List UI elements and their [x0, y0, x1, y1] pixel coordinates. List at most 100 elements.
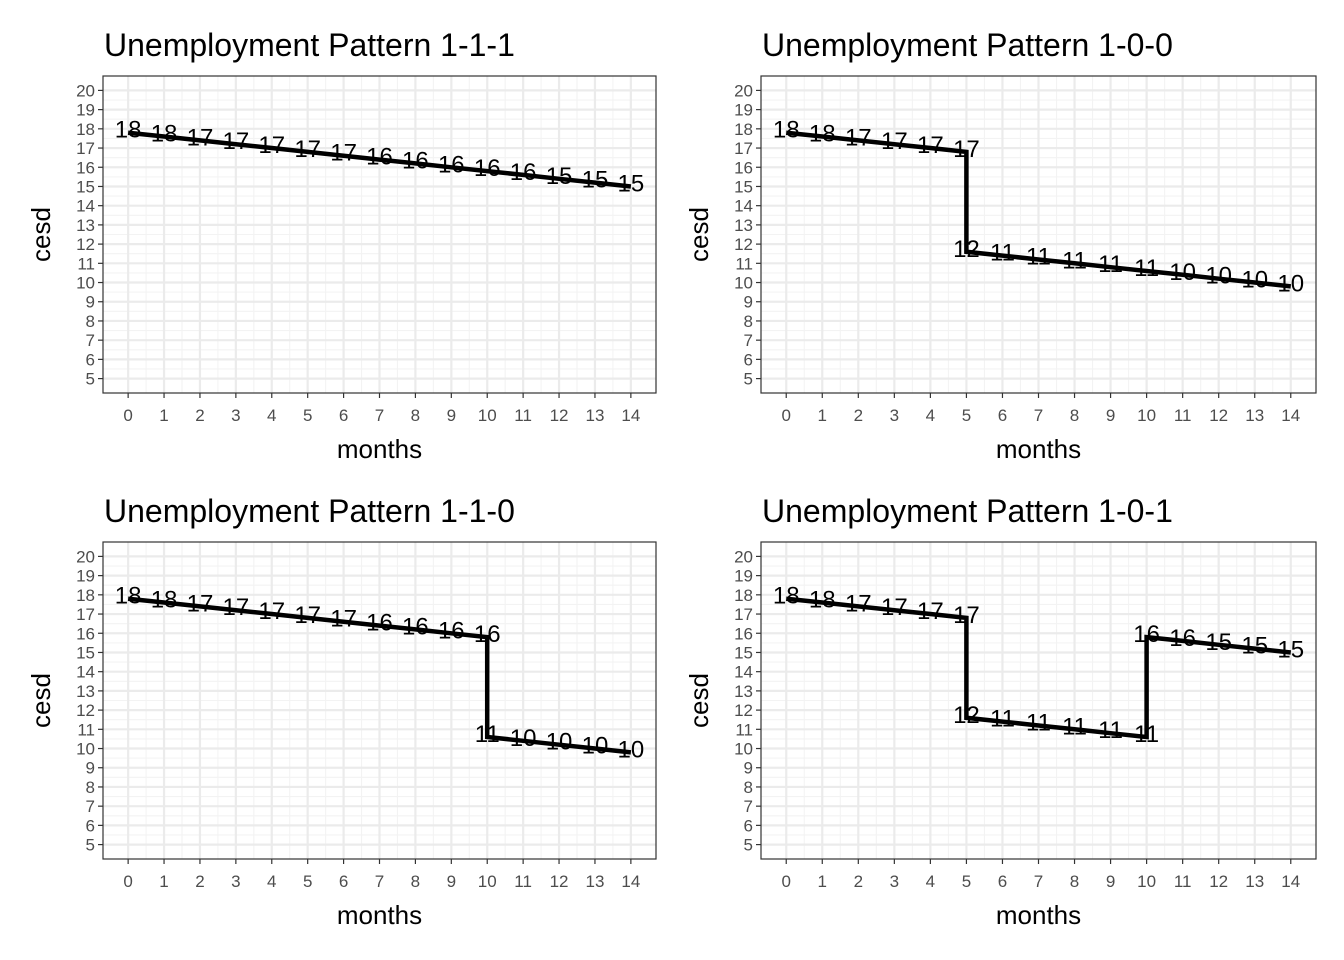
data-label: 17: [845, 590, 872, 617]
data-label: 11: [1026, 709, 1051, 736]
series-line: [127, 596, 632, 755]
y-tick-label: 12: [76, 235, 95, 254]
x-tick-label: 11: [514, 406, 532, 425]
y-tick-label: 15: [734, 643, 753, 662]
y-tick-label: 10: [734, 740, 753, 759]
y-tick-label: 19: [734, 101, 753, 120]
y-tick-label: 18: [76, 120, 95, 139]
x-tick-label: 7: [375, 406, 384, 425]
y-tick-label: 18: [76, 586, 95, 605]
data-label: 16: [366, 610, 393, 637]
x-tick-label: 8: [411, 406, 420, 425]
y-axis-title: cesd: [26, 207, 56, 262]
y-tick-label: 8: [744, 312, 753, 331]
x-tick-label: 5: [962, 406, 971, 425]
y-tick-label: 14: [734, 197, 753, 216]
y-tick-label: 18: [734, 586, 753, 605]
y-tick-label: 15: [76, 177, 95, 196]
grid: [761, 542, 1316, 859]
y-tick-label: 6: [744, 350, 753, 369]
x-tick-label: 12: [550, 872, 569, 891]
y-tick-label: 11: [77, 254, 95, 273]
y-tick-label: 17: [734, 605, 753, 624]
data-label: 16: [474, 621, 501, 648]
y-tick-label: 7: [744, 797, 753, 816]
data-label: 11: [990, 706, 1015, 733]
y-tick-label: 18: [734, 120, 753, 139]
data-label: 18: [809, 121, 836, 148]
series-line: [785, 130, 1292, 289]
grid: [761, 76, 1316, 393]
x-tick-label: 6: [998, 406, 1007, 425]
y-tick-label: 14: [76, 663, 95, 682]
x-tick-label: 14: [1281, 872, 1300, 891]
data-label: 10: [1241, 267, 1268, 294]
x-tick-label: 12: [1209, 406, 1228, 425]
panel-title: Unemployment Pattern 1-0-1: [762, 493, 1173, 529]
x-tick-label: 13: [585, 872, 604, 891]
x-tick-label: 6: [339, 406, 348, 425]
x-tick-label: 5: [303, 406, 312, 425]
data-label: 11: [1062, 247, 1087, 274]
y-tick-label: 8: [86, 312, 95, 331]
x-tick-label: 0: [123, 406, 132, 425]
x-tick-label: 9: [447, 872, 456, 891]
y-tick-label: 19: [734, 567, 753, 586]
x-tick-label: 9: [1106, 872, 1115, 891]
point-labels: 18 18 17 17 17 17 17 16 16 16 16 16 15 15 15: [115, 117, 644, 198]
data-label: 17: [330, 140, 357, 167]
x-axis-title: months: [996, 434, 1081, 464]
y-tick-label: 10: [734, 274, 753, 293]
x-tick-label: 10: [478, 872, 497, 891]
data-label: 16: [366, 144, 393, 171]
panel-pattern-1-0-0: Unemployment Pattern 1-0-0 months cesd 0…: [684, 27, 1317, 464]
x-tick-label: 11: [514, 872, 532, 891]
x-tick-label: 5: [962, 872, 971, 891]
x-axis-title: months: [996, 900, 1081, 930]
x-axis-title: months: [337, 900, 422, 930]
x-tick-label: 1: [818, 872, 827, 891]
y-tick-label: 17: [76, 605, 95, 624]
y-tick-label: 15: [76, 643, 95, 662]
panel-pattern-1-0-1: Unemployment Pattern 1-0-1 months cesd 0…: [684, 493, 1317, 930]
axes: 0 1 2 3 4 5 6 7 8 9 10 11 12 13 1456789101112131415161…: [76, 81, 640, 425]
x-tick-label: 7: [375, 872, 384, 891]
x-tick-label: 1: [818, 406, 827, 425]
data-label: 16: [402, 147, 429, 174]
data-label: 18: [809, 587, 836, 614]
data-label: 15: [582, 167, 609, 194]
x-tick-label: 7: [1034, 872, 1043, 891]
point-labels: 18 18 17 17 17 17 12 11 11 11 11 11 10 10 10 10: [773, 117, 1304, 298]
series-line: [785, 596, 1292, 740]
panel-border: [102, 541, 657, 860]
data-label: 12: [953, 236, 980, 263]
y-tick-label: 14: [734, 663, 753, 682]
data-label: 11: [990, 240, 1015, 267]
y-tick-label: 20: [734, 81, 753, 100]
y-tick-label: 6: [86, 350, 95, 369]
data-label: 16: [402, 613, 429, 640]
y-tick-label: 5: [744, 836, 753, 855]
data-label: 17: [953, 602, 980, 629]
y-tick-label: 11: [735, 254, 753, 273]
x-tick-label: 3: [890, 872, 899, 891]
x-tick-label: 10: [1137, 872, 1156, 891]
y-axis-title: cesd: [684, 207, 714, 262]
x-tick-label: 10: [1137, 406, 1156, 425]
data-label: 16: [438, 151, 465, 178]
data-label: 17: [917, 132, 944, 159]
y-tick-label: 16: [734, 624, 753, 643]
x-tick-label: 8: [1070, 872, 1079, 891]
y-tick-label: 12: [734, 701, 753, 720]
data-label: 10: [1205, 263, 1232, 290]
data-label: 18: [773, 583, 800, 610]
x-tick-label: 12: [550, 406, 569, 425]
y-tick-label: 9: [86, 759, 95, 778]
data-label: 18: [773, 117, 800, 144]
x-tick-label: 9: [447, 406, 456, 425]
data-label: 10: [1277, 270, 1304, 297]
data-label: 17: [881, 128, 908, 155]
y-tick-label: 10: [76, 274, 95, 293]
x-axis-title: months: [337, 434, 422, 464]
x-tick-label: 4: [267, 872, 276, 891]
